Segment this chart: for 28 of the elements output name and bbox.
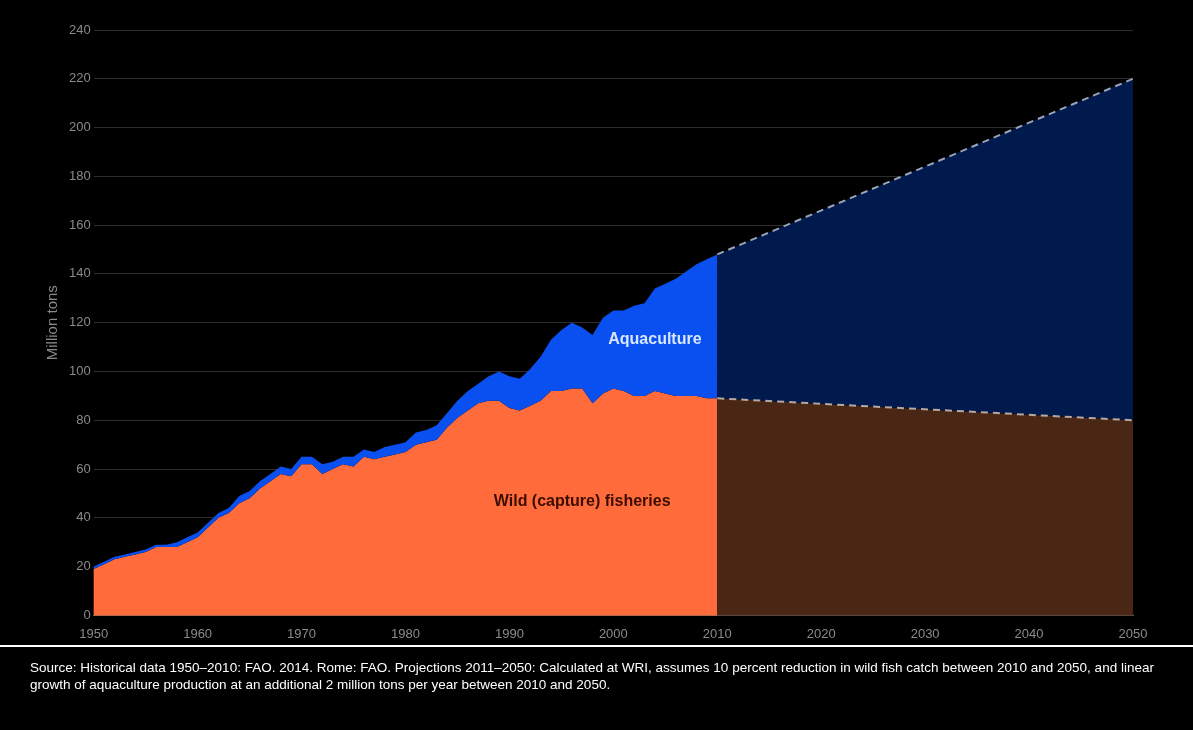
series-label: Aquaculture [608,330,702,348]
y-tick-label: 60 [76,460,91,476]
x-tick-label: 1980 [391,625,420,641]
source-note: Source: Historical data 1950–2010: FAO. 2014. Rome: FAO. Projections 2011–2050: Calculated at WRI, assumes 10 percent reduction in wild fish catch between 2010 and 2050, and linear growth of aquaculture production at an additional 2 million tons per year between 2010 and 2050. [30,659,1155,693]
y-tick-label: 120 [68,314,91,330]
y-axis-title: Million tons [43,285,61,361]
x-tick-label: 2040 [1014,625,1044,641]
y-tick-label: 80 [76,411,91,427]
y-tick-label: 20 [76,558,91,574]
x-tick-label: 2030 [910,625,940,641]
y-tick-label: 40 [76,509,91,525]
x-tick-label: 2020 [806,625,836,641]
x-tick-label: 1990 [494,625,524,641]
y-tick-label: 0 [83,606,91,622]
x-tick-label: 1970 [287,625,317,641]
y-tick-label: 100 [68,363,91,379]
series-label: Wild (capture) fisheries [493,492,671,510]
x-tick-label: 1950 [79,625,109,641]
x-tick-label: 1960 [183,625,213,641]
y-tick-label: 240 [68,21,91,37]
y-tick-label: 180 [68,167,91,183]
x-tick-label: 2010 [702,625,732,641]
y-tick-label: 200 [68,119,91,135]
x-tick-label: 2000 [598,625,628,641]
y-tick-label: 140 [68,265,91,281]
y-tick-label: 220 [68,70,91,86]
x-tick-label: 2050 [1118,625,1148,641]
y-tick-label: 160 [68,216,91,232]
